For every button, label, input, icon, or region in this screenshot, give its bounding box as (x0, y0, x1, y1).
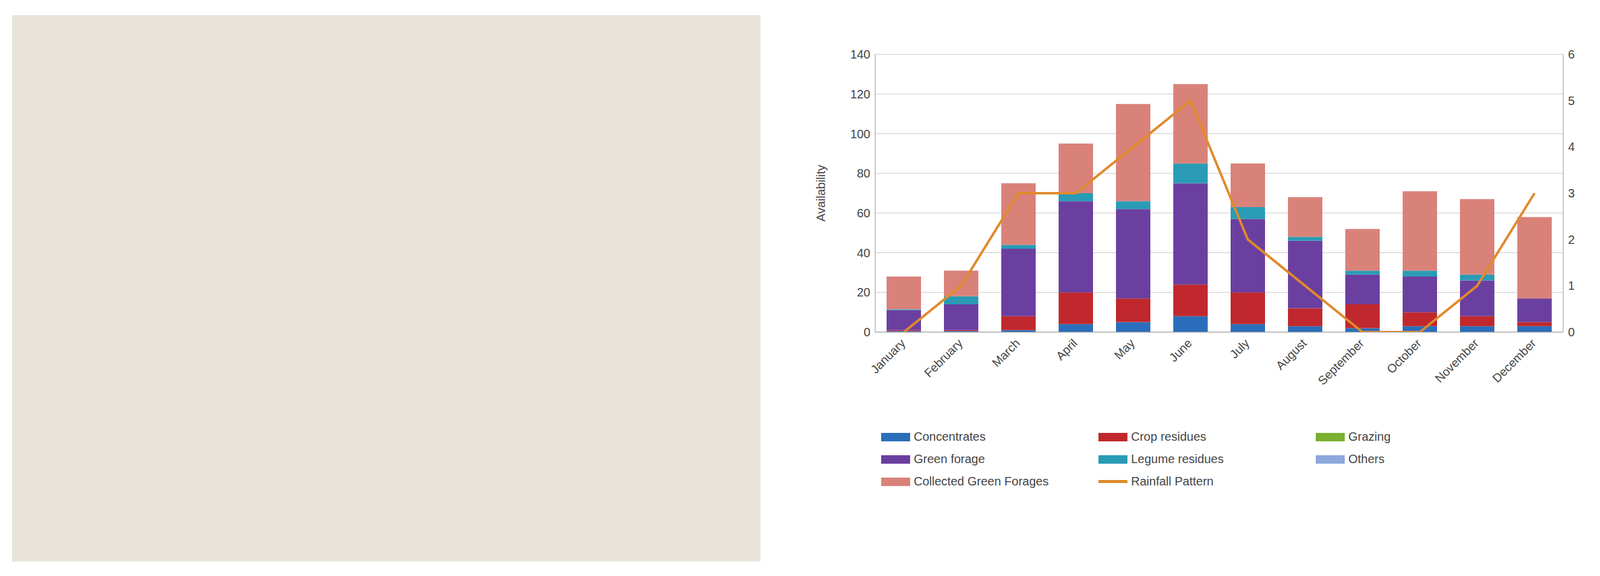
svg-text:0: 0 (1568, 325, 1575, 339)
svg-text:80: 80 (857, 166, 871, 180)
svg-text:January: January (867, 336, 908, 377)
svg-text:May: May (1111, 336, 1138, 362)
svg-text:March: March (989, 336, 1023, 370)
html-text:Crop residues: Crop residues (1131, 429, 1207, 444)
svg-text:1: 1 (1568, 278, 1575, 293)
svg-text:November: November (1432, 336, 1482, 386)
svg-text:20: 20 (857, 285, 871, 299)
html-text:Green forage: Green forage (913, 452, 985, 466)
html-text:Grazing: Grazing (1348, 429, 1391, 444)
svg-text:September: September (1315, 336, 1367, 388)
html-text:Collected Green Forages: Collected Green Forages (913, 474, 1049, 488)
html-text:Legume residues: Legume residues (1131, 452, 1224, 466)
svg-text:3: 3 (1568, 186, 1575, 200)
svg-text:0: 0 (863, 325, 871, 339)
html-text:Concentrates: Concentrates (913, 429, 986, 444)
svg-text:December: December (1489, 336, 1539, 386)
svg-text:Availability: Availability (814, 164, 828, 222)
svg-text:October: October (1383, 336, 1424, 377)
svg-text:April: April (1053, 336, 1080, 363)
svg-text:6: 6 (1568, 47, 1575, 61)
svg-text:5: 5 (1568, 94, 1575, 108)
svg-text:2: 2 (1568, 232, 1575, 247)
svg-text:40: 40 (857, 246, 871, 260)
svg-text:60: 60 (857, 206, 871, 220)
svg-text:140: 140 (850, 47, 871, 61)
html-text:Others: Others (1348, 452, 1385, 466)
svg-text:February: February (921, 336, 966, 380)
svg-text:120: 120 (850, 87, 871, 101)
svg-text:August: August (1272, 336, 1310, 373)
svg-text:4: 4 (1568, 140, 1575, 154)
svg-text:July: July (1227, 336, 1252, 361)
svg-text:100: 100 (850, 127, 871, 141)
html-text:Rainfall Pattern: Rainfall Pattern (1131, 474, 1214, 488)
svg-text:June: June (1166, 336, 1195, 364)
